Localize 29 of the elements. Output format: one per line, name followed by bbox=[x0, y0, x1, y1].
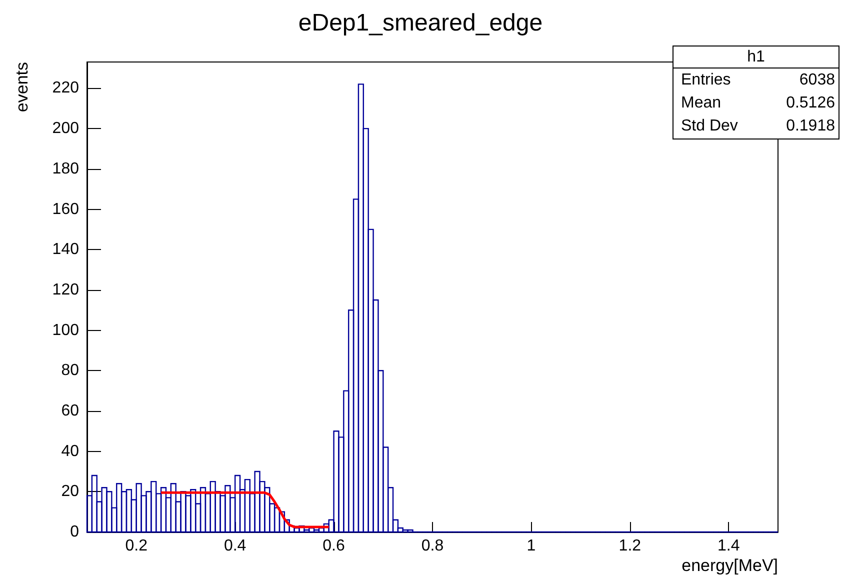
y-tick-label: 140 bbox=[52, 241, 80, 258]
y-tick-label: 40 bbox=[61, 442, 80, 460]
chart-title: eDep1_smeared_edge bbox=[298, 10, 543, 36]
y-tick-label: 100 bbox=[52, 322, 80, 339]
y-tick-label: 0 bbox=[70, 524, 80, 540]
y-tick-label: 200 bbox=[52, 120, 80, 138]
x-tick-label: 0.8 bbox=[421, 538, 444, 554]
y-tick-label: 160 bbox=[52, 200, 80, 218]
y-tick-label: 220 bbox=[52, 80, 80, 97]
annotation: Entries bbox=[681, 72, 731, 88]
x-tick-label: 1 bbox=[526, 538, 536, 554]
x-tick-label: 1.4 bbox=[718, 538, 740, 554]
y-tick-label: 60 bbox=[61, 402, 80, 420]
y-tick-label: 120 bbox=[52, 281, 80, 298]
y-tick-label: 180 bbox=[52, 160, 80, 178]
text: 0.1918 bbox=[786, 118, 836, 134]
x-tick-label: 1.2 bbox=[618, 538, 642, 554]
y-tick-label: 80 bbox=[61, 362, 80, 380]
y-tick-label: 20 bbox=[61, 483, 80, 500]
text: 0.5126 bbox=[786, 94, 836, 112]
annotation: Std Dev bbox=[681, 118, 738, 134]
text: 6038 bbox=[799, 72, 836, 88]
annotation: h1 bbox=[747, 48, 765, 66]
x-tick-label: 0.4 bbox=[224, 538, 246, 554]
annotation: Mean bbox=[681, 94, 722, 112]
x-axis-title: energy[MeV] bbox=[682, 556, 778, 575]
x-tick-label: 0.6 bbox=[322, 538, 346, 554]
x-tick-label: 0.2 bbox=[125, 538, 148, 554]
y-axis-title: events bbox=[12, 62, 32, 112]
